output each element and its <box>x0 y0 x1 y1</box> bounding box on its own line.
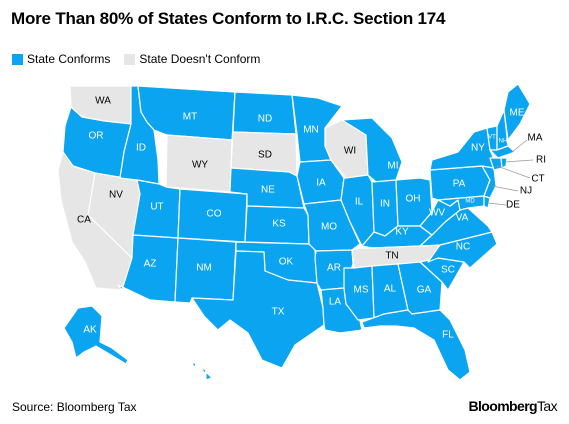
state-label-oh: OH <box>406 194 421 205</box>
state-label-mt: MT <box>183 112 197 123</box>
state-label-nm: NM <box>196 263 212 274</box>
state-label-mi: MI <box>387 161 398 172</box>
state-label-az: AZ <box>144 259 157 270</box>
state-label-ct: CT <box>531 174 544 185</box>
state-label-ny: NY <box>471 143 485 154</box>
state-label-ca: CA <box>77 215 91 226</box>
state-ma <box>489 145 516 159</box>
state-fl <box>361 309 471 381</box>
state-label-pa: PA <box>453 179 466 190</box>
state-hi <box>191 361 213 381</box>
leader-line-de <box>487 202 507 206</box>
state-label-ks: KS <box>272 219 286 230</box>
state-label-ar: AR <box>327 263 341 274</box>
state-label-nv: NV <box>109 190 123 201</box>
state-label-ak: AK <box>83 325 97 336</box>
state-label-ga: GA <box>417 285 432 296</box>
state-label-wy: WY <box>192 160 208 171</box>
leader-line-ma <box>511 139 528 153</box>
state-label-ne: NE <box>261 185 275 196</box>
state-label-or: OR <box>89 131 104 142</box>
state-label-il: IL <box>355 197 364 208</box>
state-label-vt: VT <box>488 135 496 141</box>
leader-line-ri <box>504 159 534 163</box>
state-label-id: ID <box>136 143 146 154</box>
state-me <box>503 83 531 141</box>
brand-bold: Bloomberg <box>468 398 538 414</box>
state-label-nj: NJ <box>520 186 532 197</box>
leader-line-ct <box>496 165 531 179</box>
state-label-in: IN <box>380 199 390 210</box>
state-label-nh: NH <box>499 139 508 145</box>
state-labels: WA OR CA NV ID MT WY UT AZ CO NM ND SD N… <box>77 96 546 341</box>
state-label-me: ME <box>510 108 525 119</box>
state-label-sc: SC <box>441 265 455 276</box>
state-label-co: CO <box>207 209 222 220</box>
legend-label-not-conforms: State Doesn't Conform <box>139 52 261 66</box>
legend-swatch-conforms <box>12 53 23 65</box>
state-label-wa: WA <box>95 96 111 107</box>
state-label-al: AL <box>384 284 397 295</box>
state-label-sd: SD <box>258 150 272 161</box>
state-label-wv: WV <box>429 208 445 219</box>
brand-thin: Tax <box>537 398 558 414</box>
state-ms <box>343 265 375 321</box>
bloomberg-tax-logo: BloombergTax <box>469 398 558 414</box>
state-label-ma: MA <box>528 133 543 144</box>
state-ri <box>500 157 508 169</box>
state-label-ri: RI <box>536 155 546 166</box>
chart-title: More Than 80% of States Conform to I.R.C… <box>11 9 446 28</box>
source-note: Source: Bloomberg Tax <box>12 400 137 414</box>
state-label-mn: MN <box>303 125 319 136</box>
state-label-va: VA <box>456 213 469 224</box>
leader-line-nj <box>491 185 519 192</box>
state-label-la: LA <box>329 297 342 308</box>
state-label-de: DE <box>506 200 520 211</box>
state-label-mo: MO <box>321 222 337 233</box>
state-label-wi: WI <box>344 146 356 157</box>
state-label-ms: MS <box>354 285 369 296</box>
state-ak <box>63 305 129 365</box>
legend-item-not-conforms: State Doesn't Conform <box>124 52 260 66</box>
state-label-ky: KY <box>395 227 409 238</box>
state-label-tx: TX <box>272 307 285 318</box>
state-label-nc: NC <box>456 242 470 253</box>
state-label-ok: OK <box>279 257 294 268</box>
state-tx <box>191 250 325 369</box>
state-label-ut: UT <box>150 202 163 213</box>
state-label-ia: IA <box>316 178 326 189</box>
legend-swatch-not-conforms <box>124 53 136 65</box>
state-label-fl: FL <box>442 330 454 341</box>
state-label-tn: TN <box>385 251 398 262</box>
state-label-md: MD <box>465 199 475 205</box>
legend: State Conforms State Doesn't Conform <box>12 52 274 66</box>
legend-item-conforms: State Conforms <box>12 52 110 66</box>
state-label-nd: ND <box>258 114 272 125</box>
legend-label-conforms: State Conforms <box>27 52 111 66</box>
